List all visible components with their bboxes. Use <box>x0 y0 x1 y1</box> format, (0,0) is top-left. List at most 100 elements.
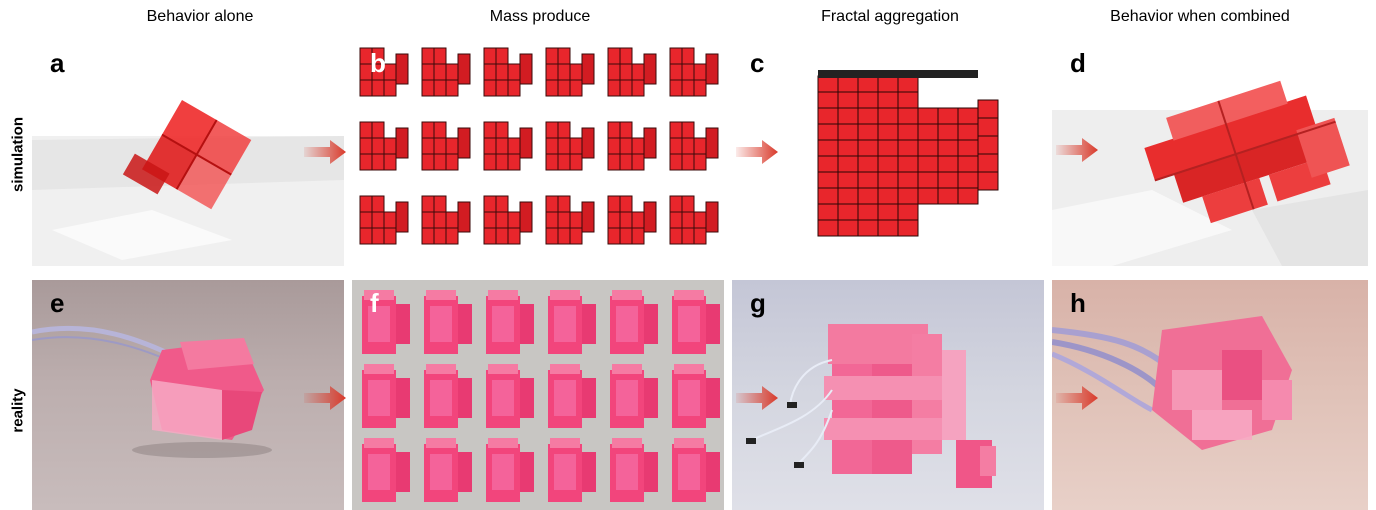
robot-block-sim <box>877 203 899 221</box>
robot-module-sim <box>669 121 719 171</box>
robot-module-sim <box>359 121 409 171</box>
robot-block-sim <box>937 171 959 189</box>
robot-block-sim <box>937 139 959 157</box>
robot-module-sim <box>483 195 533 245</box>
robot-single-sim <box>122 100 252 210</box>
robot-block-sim <box>837 107 859 125</box>
robot-block-sim <box>937 123 959 141</box>
row-label-reality: reality <box>9 388 27 433</box>
robot-block-sim <box>877 219 899 237</box>
robot-module-sim <box>421 121 471 171</box>
photo-scene-g <box>746 324 996 488</box>
robot-module-photo <box>548 290 596 354</box>
robot-block-sim <box>837 219 859 237</box>
robot-block-sim <box>857 203 879 221</box>
robot-module-sim <box>607 47 657 97</box>
robot-block-sim <box>877 187 899 205</box>
robot-block-sim <box>917 123 939 141</box>
robot-module-photo <box>610 438 658 502</box>
robot-block-sim <box>897 155 919 173</box>
robot-block-sim <box>877 155 899 173</box>
robot-block-sim <box>857 107 879 125</box>
robot-block-sim <box>897 75 919 93</box>
robot-module-photo <box>548 364 596 428</box>
simulation-scene-a <box>32 100 344 266</box>
robot-block-sim <box>857 123 879 141</box>
robot-block-sim <box>857 187 879 205</box>
robot-block-sim <box>957 107 979 125</box>
robot-block-sim <box>857 171 879 189</box>
robot-module-photo <box>548 438 596 502</box>
robot-module-sim <box>359 195 409 245</box>
robot-block-sim <box>817 107 839 125</box>
panel-letter-h: h <box>1070 288 1086 318</box>
robot-block-sim <box>877 107 899 125</box>
panel-f-reality-mass-produce: f <box>352 280 724 510</box>
robot-block-sim <box>917 139 939 157</box>
robot-block-sim <box>897 107 919 125</box>
robot-block-sim <box>817 171 839 189</box>
robot-module-sim <box>607 121 657 171</box>
robot-block-sim <box>837 155 859 173</box>
robot-module-photo <box>424 438 472 502</box>
robot-block-sim <box>937 187 959 205</box>
robot-block-sim <box>817 123 839 141</box>
panel-g-reality-fractal: g <box>732 280 1044 510</box>
robot-block-sim <box>817 91 839 109</box>
robot-block-sim <box>897 171 919 189</box>
panel-letter-a: a <box>50 48 65 78</box>
robot-module-photo <box>672 290 720 354</box>
robot-block-sim <box>917 107 939 125</box>
robot-block-sim <box>917 187 939 205</box>
robot-block-sim <box>957 123 979 141</box>
robot-module-sim <box>545 121 595 171</box>
robot-block-sim <box>957 139 979 157</box>
robot-module-sim <box>421 195 471 245</box>
panel-h-reality-combined: h <box>1052 280 1368 510</box>
robot-module-sim <box>483 47 533 97</box>
robot-block-sim <box>857 155 879 173</box>
robot-module-photo <box>424 290 472 354</box>
arrow-c-to-d-icon <box>1056 138 1098 162</box>
robot-block-sim <box>817 139 839 157</box>
row-label-simulation: simulation <box>9 117 27 193</box>
column-header-fractal-aggregation: Fractal aggregation <box>821 8 959 25</box>
panel-letter-f: f <box>370 288 379 318</box>
robot-aggregate-sim <box>817 70 999 237</box>
robot-module-sim <box>607 195 657 245</box>
robot-module-sim <box>669 47 719 97</box>
robot-block-sim <box>837 203 859 221</box>
panel-letter-c: c <box>750 48 765 78</box>
panel-d-simulation-combined: d <box>1052 40 1368 266</box>
arrow-g-to-h-icon <box>1056 386 1098 410</box>
robot-module-photo <box>672 438 720 502</box>
robot-block-sim <box>897 187 919 205</box>
robot-block-sim <box>897 123 919 141</box>
panel-letter-d: d <box>1070 48 1086 78</box>
arrow-a-to-b-icon <box>304 140 346 164</box>
robot-combined-sim <box>1144 80 1350 224</box>
robot-block-sim <box>837 139 859 157</box>
robot-module-photo <box>424 364 472 428</box>
robot-module-sim <box>545 195 595 245</box>
robot-module-sim <box>359 47 409 97</box>
panel-letter-e: e <box>50 288 65 318</box>
panel-e-reality-alone: e <box>32 280 344 510</box>
robot-module-sim <box>483 121 533 171</box>
robot-combined-photo <box>1152 316 1292 450</box>
robot-block-sim <box>837 171 859 189</box>
robot-block-sim <box>857 139 879 157</box>
robot-block-sim <box>837 75 859 93</box>
robot-grid-sim <box>359 47 719 245</box>
robot-module-sim <box>669 195 719 245</box>
panel-c-simulation-fractal: c <box>732 40 1044 266</box>
robot-block-sim <box>837 187 859 205</box>
robot-block-sim <box>877 75 899 93</box>
robot-block-sim <box>937 107 959 125</box>
robot-block-sim <box>957 155 979 173</box>
robot-module-photo <box>362 290 410 354</box>
robot-block-sim <box>877 171 899 189</box>
robot-block-sim <box>857 219 879 237</box>
column-header-mass-produce: Mass produce <box>489 8 591 25</box>
robot-block-sim <box>897 203 919 221</box>
